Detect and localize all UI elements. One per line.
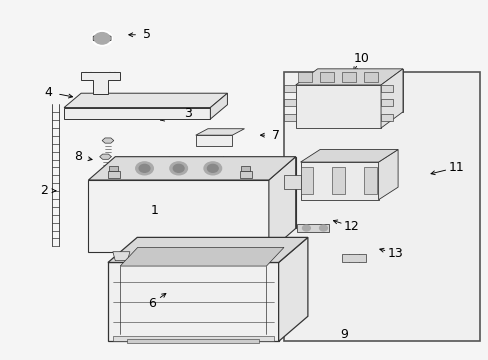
Polygon shape [195, 135, 232, 146]
Polygon shape [102, 138, 114, 143]
Text: 4: 4 [44, 86, 52, 99]
Polygon shape [108, 237, 307, 262]
Text: 9: 9 [340, 328, 347, 341]
Polygon shape [88, 157, 295, 180]
Text: 11: 11 [448, 161, 464, 174]
Bar [108, 171, 120, 178]
Bar [239, 171, 251, 178]
Polygon shape [93, 34, 111, 42]
Polygon shape [120, 247, 284, 266]
Bar [341, 72, 355, 82]
Bar [300, 167, 313, 194]
Bar [241, 166, 249, 171]
Polygon shape [81, 72, 120, 94]
Text: 3: 3 [184, 107, 192, 120]
Circle shape [173, 165, 183, 172]
Polygon shape [283, 85, 295, 92]
Polygon shape [64, 108, 210, 119]
Bar [320, 72, 333, 82]
Polygon shape [380, 99, 392, 107]
Text: 12: 12 [343, 220, 359, 233]
Bar [363, 72, 377, 82]
Text: 7: 7 [272, 129, 280, 142]
Text: 6: 6 [147, 297, 156, 310]
Bar [284, 72, 479, 341]
Polygon shape [341, 253, 366, 262]
Polygon shape [88, 180, 268, 252]
Polygon shape [283, 114, 295, 121]
Polygon shape [113, 252, 130, 261]
Circle shape [207, 165, 218, 172]
Bar [109, 166, 118, 171]
Bar [331, 167, 344, 194]
Polygon shape [297, 224, 328, 232]
Polygon shape [283, 99, 295, 107]
Polygon shape [113, 336, 273, 341]
Polygon shape [278, 237, 307, 341]
Circle shape [203, 162, 221, 175]
Polygon shape [380, 69, 402, 128]
Polygon shape [229, 252, 246, 261]
Circle shape [136, 162, 153, 175]
Polygon shape [108, 262, 278, 341]
Polygon shape [64, 93, 227, 108]
Circle shape [94, 33, 110, 44]
Text: 1: 1 [150, 204, 158, 217]
Bar [363, 167, 376, 194]
Polygon shape [380, 85, 392, 92]
Circle shape [92, 31, 112, 46]
Polygon shape [100, 154, 111, 159]
Polygon shape [210, 93, 227, 119]
Polygon shape [378, 149, 397, 200]
Polygon shape [283, 175, 300, 189]
Circle shape [319, 225, 327, 231]
Text: 13: 13 [387, 247, 403, 260]
Polygon shape [380, 114, 392, 121]
Circle shape [139, 165, 150, 172]
Circle shape [302, 225, 310, 231]
Polygon shape [317, 69, 402, 112]
Polygon shape [295, 85, 380, 128]
Circle shape [169, 162, 187, 175]
Polygon shape [195, 129, 244, 135]
Text: 2: 2 [40, 184, 47, 197]
Polygon shape [300, 162, 378, 200]
Text: 8: 8 [74, 150, 81, 163]
Polygon shape [268, 157, 295, 252]
Polygon shape [115, 157, 295, 228]
Polygon shape [127, 338, 259, 343]
Text: 10: 10 [353, 51, 369, 64]
Text: 5: 5 [142, 28, 151, 41]
Polygon shape [300, 149, 397, 162]
Polygon shape [295, 69, 402, 85]
Bar [298, 72, 311, 82]
